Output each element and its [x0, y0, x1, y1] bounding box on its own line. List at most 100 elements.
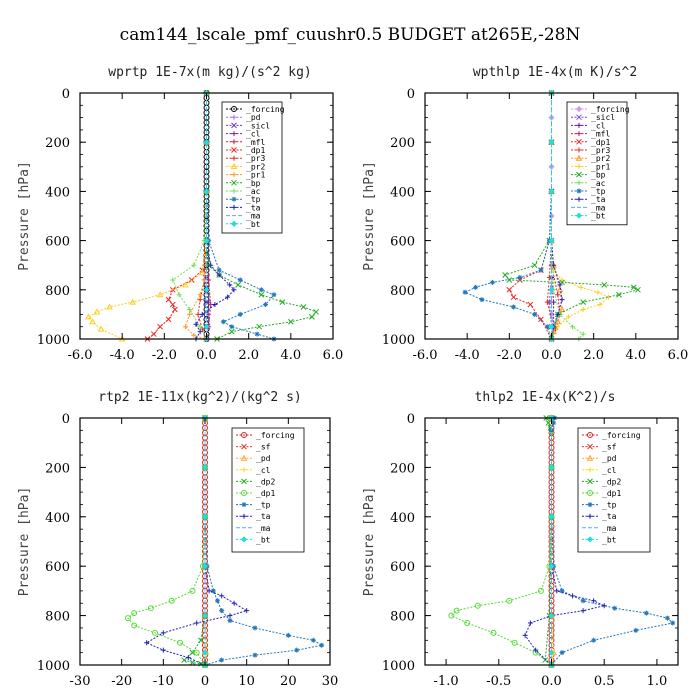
x-tick-label: -1.0 — [434, 674, 459, 689]
data-point-pr3 — [195, 311, 201, 317]
legend-marker — [576, 180, 582, 186]
data-point-tp — [544, 324, 550, 330]
data-point-tp — [220, 319, 226, 325]
legend-label: _pr2 — [246, 162, 265, 171]
chart-panel-1: wprtp 1E-7x(m kg)/(s^2 kg) Pressure [hPa]… — [17, 65, 343, 363]
data-point-ta — [212, 302, 218, 308]
data-point-ta — [557, 282, 563, 288]
data-point-tp — [310, 637, 316, 643]
series-line-dp1 — [450, 418, 552, 666]
y-tick-label: 200 — [390, 136, 415, 151]
data-point-pr1 — [555, 324, 561, 330]
data-point-mfl — [555, 292, 561, 298]
data-point-ta — [601, 603, 607, 609]
legend-marker — [241, 467, 247, 473]
legend-marker — [231, 131, 237, 137]
data-point-tp — [489, 279, 495, 285]
panel-title: rtp2 1E-11x(kg^2)/(kg^2 s) — [98, 390, 302, 405]
data-point-pr1 — [565, 314, 571, 320]
y-tick-label: 200 — [45, 136, 70, 151]
legend-item-sicl: _sicl — [226, 121, 270, 130]
data-point-ac — [170, 277, 176, 283]
legend-item-tp: _tp — [571, 187, 606, 196]
data-point-tp — [559, 650, 565, 656]
legend-label: _sicl — [591, 113, 615, 122]
data-point-ta — [555, 311, 561, 317]
data-point-dp1 — [168, 597, 175, 604]
panels: wprtp 1E-7x(m kg)/(s^2 kg) Pressure [hPa]… — [17, 65, 688, 689]
data-point-ta — [227, 613, 233, 619]
y-tick-label: 400 — [45, 185, 70, 200]
legend-item-cl: _cl — [236, 466, 271, 475]
data-point-tp — [538, 267, 544, 273]
legend: _forcing _sf _pd _cl _dp2 _dp1 _tp _ta _ma _bt — [577, 427, 651, 553]
data-point-tp — [285, 632, 291, 638]
data-point-bt — [201, 563, 209, 570]
data-point-pr3 — [544, 299, 550, 305]
legend-label: _ma — [602, 524, 617, 533]
legend-label: _sicl — [246, 121, 270, 130]
legend-marker — [576, 138, 582, 145]
y-tick-label: 200 — [45, 461, 70, 476]
series-line-dp1 — [147, 93, 207, 340]
data-point-dp1 — [177, 639, 183, 646]
data-point-pr1 — [559, 277, 565, 283]
data-point-pr1 — [187, 311, 193, 317]
legend-label: _bt — [246, 220, 261, 229]
y-tick-label: 400 — [390, 511, 415, 526]
legend-marker — [241, 443, 247, 450]
data-point-ac — [187, 306, 193, 312]
data-point-tp — [559, 588, 565, 594]
legend-item-bp: _bp — [226, 179, 261, 188]
data-point-tp — [580, 598, 586, 604]
legend-marker — [231, 204, 237, 210]
legend-marker — [576, 163, 582, 169]
legend-label: _cl — [256, 466, 271, 475]
data-point-bt — [548, 237, 555, 244]
legend-marker — [231, 172, 237, 178]
series-line-tp — [204, 418, 324, 666]
legend: _forcing_pd_sicl_cl_mfl_dp1_pr3_pr2_pr1_… — [221, 101, 285, 234]
legend-item-sf: _sf — [582, 443, 617, 452]
data-point-tp — [219, 608, 225, 614]
data-point-ta — [185, 655, 191, 661]
data-point-tp — [532, 311, 538, 317]
data-point-tp — [210, 588, 216, 594]
data-point-ta — [522, 632, 528, 638]
legend-box — [566, 101, 628, 226]
legend-item-pr3: _pr3 — [571, 146, 610, 155]
data-point-tp — [479, 297, 485, 303]
data-point-ta — [533, 647, 539, 653]
data-point-ta — [570, 593, 576, 599]
legend-marker — [231, 196, 237, 202]
y-tick-label: 400 — [390, 185, 415, 200]
legend-label: _bp — [246, 179, 261, 188]
data-point-pr2 — [558, 305, 566, 312]
legend-item-ta: _ta — [226, 203, 261, 212]
data-point-ta — [208, 262, 214, 268]
legend-label: _ma — [256, 524, 271, 533]
data-point-tp — [551, 420, 557, 426]
data-point-tp — [473, 284, 479, 290]
data-point-ac — [197, 324, 203, 330]
legend-label: _tp — [602, 501, 617, 510]
y-axis-label: Pressure [hPa] — [17, 161, 32, 271]
data-point-bp — [506, 277, 513, 283]
legend-label: _bt — [602, 535, 617, 544]
x-tick-label: -10 — [153, 674, 174, 689]
data-point-bt — [548, 286, 555, 293]
legend-marker — [576, 114, 582, 121]
legend-marker — [575, 212, 583, 219]
legend-item-bt: _bt — [236, 535, 271, 544]
legend-item-ac: _ac — [571, 179, 606, 188]
data-point-ta — [216, 272, 222, 278]
data-point-dp1 — [169, 301, 176, 308]
data-point-tp — [633, 627, 639, 633]
data-point-bp — [313, 309, 319, 315]
legend-item-tp: _tp — [582, 501, 617, 510]
data-point-dp1 — [453, 607, 460, 614]
y-tick-label: 1000 — [37, 659, 70, 674]
legend-item-forcing: _forcing — [582, 431, 641, 440]
x-tick-label: 0.0 — [541, 674, 562, 689]
